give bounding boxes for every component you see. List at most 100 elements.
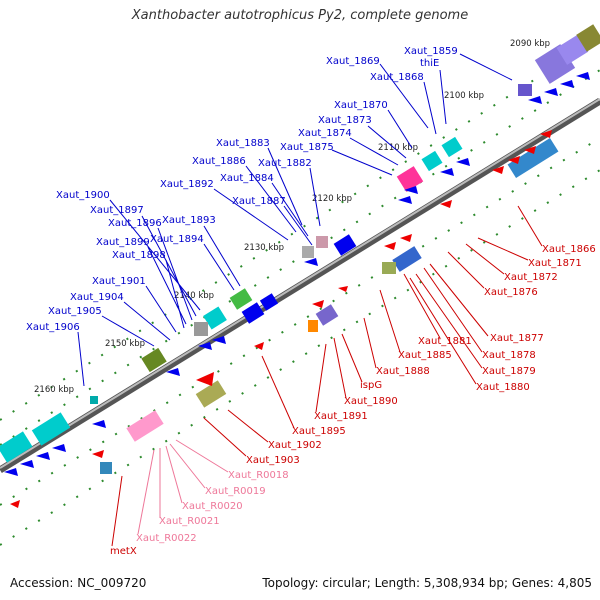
gene-arrow	[52, 444, 66, 452]
gene-arrow	[528, 96, 542, 104]
gene-label[interactable]: Xaut_1866	[542, 244, 596, 255]
gene-block	[141, 347, 167, 373]
tick-2140: 2140 kbp	[174, 291, 214, 301]
gene-label[interactable]: Xaut_1881	[418, 336, 472, 347]
gene-label[interactable]: Xaut_1901	[92, 276, 146, 287]
gene-label[interactable]: Xaut_1896	[108, 218, 162, 229]
rna-labels: Xaut_R0018 Xaut_R0019 Xaut_R0020 Xaut_R0…	[136, 470, 289, 544]
gene-label[interactable]: Xaut_1900	[56, 190, 110, 201]
gene-arrow	[254, 342, 264, 350]
gene-label[interactable]: Xaut_1895	[292, 426, 346, 437]
gene-arrow	[508, 156, 520, 164]
gene-block	[259, 293, 279, 311]
gene-block	[315, 304, 339, 326]
gene-label[interactable]: Xaut_1876	[484, 287, 538, 298]
gene-arrow	[544, 88, 558, 96]
gene-block	[507, 137, 559, 179]
gene-label[interactable]: Xaut_1875	[280, 142, 334, 153]
gene-label[interactable]: Xaut_1869	[326, 56, 380, 67]
gene-label[interactable]: Xaut_1899	[96, 237, 150, 248]
gene-arrow	[540, 130, 552, 138]
forward-genes	[0, 24, 600, 476]
tick-2130: 2130 kbp	[244, 243, 284, 253]
gene-block	[392, 246, 422, 272]
gene-block	[396, 166, 424, 192]
gene-label[interactable]: Xaut_1890	[344, 396, 398, 407]
gene-label[interactable]: ispG	[360, 380, 382, 391]
gene-arrow	[92, 450, 104, 458]
gene-block	[333, 234, 357, 256]
gene-label[interactable]: Xaut_1873	[318, 115, 372, 126]
gene-label[interactable]: Xaut_1874	[298, 128, 352, 139]
gene-label[interactable]: Xaut_1883	[216, 138, 270, 149]
gene-label[interactable]: Xaut_R0018	[228, 470, 289, 481]
gene-label[interactable]: Xaut_1894	[150, 234, 204, 245]
gene-block	[100, 462, 112, 474]
tick-2090: 2090 kbp	[510, 39, 550, 49]
gene-label[interactable]: Xaut_1871	[528, 258, 582, 269]
tick-2150: 2150 kbp	[105, 339, 145, 349]
gene-label[interactable]: Xaut_1904	[70, 292, 124, 303]
gene-block	[382, 262, 396, 274]
gene-label[interactable]: Xaut_1903	[246, 455, 300, 466]
gene-arrow	[440, 168, 454, 176]
gene-label[interactable]: thiE	[420, 58, 439, 69]
gene-label[interactable]: Xaut_R0021	[159, 516, 220, 527]
forward-labels: Xaut_1859 thiE Xaut_1869 Xaut_1868 Xaut_…	[26, 46, 458, 333]
gene-arrow	[166, 368, 180, 376]
gene-label[interactable]: Xaut_1882	[258, 158, 312, 169]
gene-label[interactable]: Xaut_1877	[490, 333, 544, 344]
gene-label[interactable]: Xaut_R0020	[182, 501, 243, 512]
gene-arrow	[400, 234, 412, 242]
gene-arrow	[92, 420, 106, 428]
gene-block	[308, 320, 318, 332]
gene-label[interactable]: Xaut_1870	[334, 100, 388, 111]
gene-label[interactable]: Xaut_1902	[268, 440, 322, 451]
gene-arrow	[384, 242, 396, 250]
gene-block	[241, 302, 265, 324]
gene-arrow	[404, 186, 418, 194]
gene-arrow	[312, 300, 324, 308]
gene-label[interactable]: Xaut_1898	[112, 250, 166, 261]
gene-label[interactable]: Xaut_1893	[162, 215, 216, 226]
gene-label[interactable]: Xaut_1892	[160, 179, 214, 190]
gene-label[interactable]: Xaut_1878	[482, 350, 536, 361]
gene-label[interactable]: Xaut_R0019	[205, 486, 266, 497]
forward-connectors	[77, 53, 513, 387]
reverse-genes	[10, 130, 559, 508]
gene-label[interactable]: Xaut_1897	[90, 205, 144, 216]
gene-label[interactable]: Xaut_1891	[314, 411, 368, 422]
gene-label[interactable]: Xaut_1885	[398, 350, 452, 361]
gene-label[interactable]: Xaut_1879	[482, 366, 536, 377]
rna-connectors	[137, 439, 229, 535]
gene-label[interactable]: Xaut_1906	[26, 322, 80, 333]
tick-labels: 2090 kbp 2100 kbp 2110 kbp 2120 kbp 2130…	[34, 39, 550, 395]
gene-label[interactable]: Xaut_1880	[476, 382, 530, 393]
gene-arrow	[398, 196, 412, 204]
gene-block	[90, 396, 98, 404]
gene-label[interactable]: Xaut_1887	[232, 196, 286, 207]
tick-2110: 2110 kbp	[378, 143, 418, 153]
gene-arrow	[304, 258, 318, 266]
gene-label[interactable]: Xaut_1888	[376, 366, 430, 377]
gene-arrow	[198, 342, 212, 350]
gene-label[interactable]: Xaut_1859	[404, 46, 458, 57]
gene-label[interactable]: Xaut_R0022	[136, 533, 197, 544]
gene-arrow	[560, 80, 574, 88]
gene-block	[556, 34, 589, 65]
gene-block	[195, 380, 227, 408]
tick-2100: 2100 kbp	[444, 91, 484, 101]
guide-tracks	[0, 37, 600, 546]
gene-block	[421, 150, 443, 172]
gene-label[interactable]: Xaut_1884	[220, 173, 274, 184]
gene-label[interactable]: Xaut_1872	[504, 272, 558, 283]
gene-block	[302, 246, 314, 258]
gene-label[interactable]: metX	[110, 546, 137, 557]
gene-arrow	[20, 460, 34, 468]
gene-label[interactable]: Xaut_1868	[370, 72, 424, 83]
reverse-connectors	[111, 205, 543, 547]
gene-label[interactable]: Xaut_1886	[192, 156, 246, 167]
gene-label[interactable]: Xaut_1905	[48, 306, 102, 317]
